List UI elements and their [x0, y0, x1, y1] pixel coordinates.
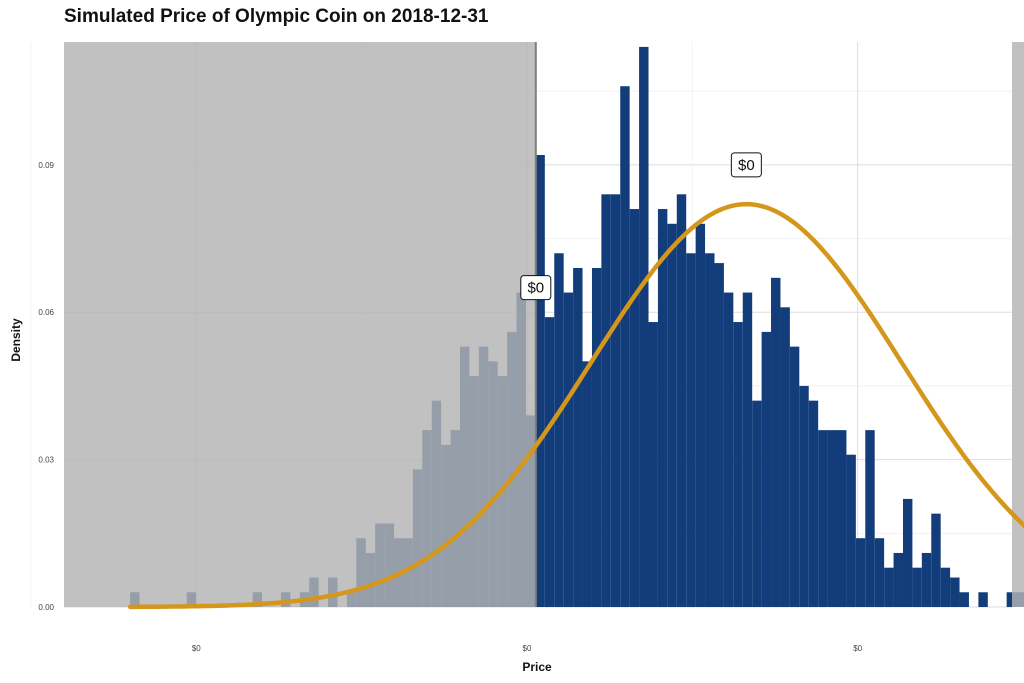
histogram-bar [733, 322, 743, 607]
x-tick-label: $0 [853, 644, 862, 653]
annotation-label: $0 [738, 157, 755, 174]
histogram-bar [620, 86, 630, 607]
histogram-bar [931, 513, 941, 607]
histogram-bar [610, 194, 621, 607]
x-tick-label: $0 [523, 644, 532, 653]
histogram-bar [902, 498, 913, 607]
histogram-bar [714, 263, 724, 607]
histogram-bar [874, 538, 885, 607]
histogram-bar [959, 592, 969, 607]
histogram-bar [667, 223, 677, 608]
y-tick-label: 0.06 [38, 308, 54, 317]
shaded-regions [64, 42, 1024, 607]
histogram-bar [808, 400, 819, 607]
histogram-bar [563, 292, 574, 607]
histogram-bar [912, 567, 922, 607]
histogram-bar [629, 209, 640, 608]
x-tick-label: $0 [192, 644, 201, 653]
histogram-bar [940, 567, 951, 607]
histogram-bar [950, 577, 960, 607]
histogram-bar [657, 209, 668, 608]
histogram-bar [639, 46, 649, 608]
chart-title: Simulated Price of Olympic Coin on 2018-… [64, 6, 489, 27]
histogram-bar [695, 223, 706, 608]
histogram-bar [978, 592, 988, 607]
reference-lines [534, 42, 537, 607]
histogram-bar [837, 430, 847, 607]
annotation-labels: $0$0$0 [520, 152, 762, 301]
y-tick-label: 0.09 [38, 161, 54, 170]
histogram-bar [676, 194, 687, 607]
histogram-bar [761, 331, 772, 607]
histogram-bar [799, 385, 809, 607]
histogram-bar [544, 317, 555, 607]
histogram-bar [1006, 592, 1017, 607]
shaded-tail-region [64, 42, 536, 607]
histogram-bar [921, 552, 932, 607]
x-axis-ticks: $0$0$0$0 [192, 644, 863, 653]
histogram-bar [601, 194, 611, 607]
annotation-label-box [520, 275, 552, 301]
histogram-bar [846, 454, 856, 607]
histogram-bar [771, 277, 781, 607]
histogram-bar [865, 430, 875, 607]
histogram-bar [573, 268, 583, 607]
histogram-bar [582, 361, 592, 607]
histogram-bar [648, 322, 658, 607]
histogram-bar [752, 400, 762, 607]
x-axis-label: Price [522, 660, 552, 674]
histogram-bar [723, 292, 734, 607]
annotation-label-box [730, 152, 762, 178]
histogram-bar [789, 346, 800, 607]
histogram-bar [686, 253, 696, 607]
histogram-bar [591, 268, 602, 607]
density-curve [127, 201, 1024, 610]
y-tick-label: 0.00 [38, 603, 54, 612]
histogram-bar [535, 155, 545, 607]
histogram-bar [893, 552, 903, 607]
annotation-label: $0 [527, 280, 544, 297]
histogram-bar [884, 567, 894, 607]
histogram-bar [742, 292, 753, 607]
normal-density-curve [127, 201, 1024, 610]
histogram-bar [554, 253, 564, 607]
histogram-bar [855, 538, 866, 607]
histogram-bar [818, 430, 828, 607]
shaded-tail-region [1012, 42, 1024, 607]
y-axis-label: Density [9, 318, 23, 362]
histogram-bar [780, 307, 790, 607]
histogram-bar [705, 253, 715, 607]
y-tick-label: 0.03 [38, 456, 54, 465]
y-axis-ticks: 0.00 0.03 0.06 0.09 [38, 161, 54, 612]
histogram-bar [827, 430, 838, 607]
